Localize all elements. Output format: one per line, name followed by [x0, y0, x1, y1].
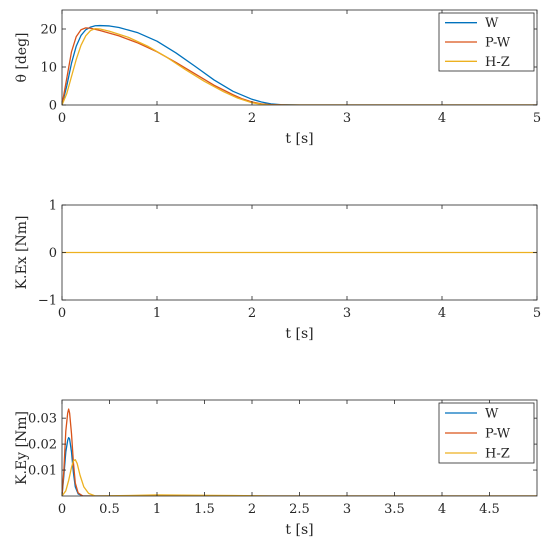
x-tick-label: 4	[438, 111, 446, 126]
series-group	[62, 408, 537, 496]
panel-3: 0 0.5 1 1.5 2 2.5 3 3.5 4 4.5 0.01 0.02 0.03 t [s] K.E…	[14, 399, 538, 538]
series-line-w	[62, 24, 537, 105]
x-tick-label: 0.5	[99, 502, 120, 517]
series-line-h-z	[62, 459, 537, 496]
x-tick-label: 3	[343, 111, 351, 126]
y-axis-label: K.Ex [Nm]	[14, 216, 30, 290]
x-tick-label: 4	[438, 502, 446, 517]
x-tick-label: 3	[343, 306, 351, 321]
x-tick-label: 2	[248, 502, 256, 517]
x-axis-label: t [s]	[285, 326, 313, 342]
x-tick-label: 2.5	[289, 502, 310, 517]
y-tick-label: 10	[40, 61, 57, 76]
x-tick-label: 3	[343, 502, 351, 517]
y-axis-label: K.Ey [Nm]	[14, 411, 30, 485]
series-line-p-w	[62, 408, 537, 496]
x-tick-label: 4	[438, 306, 446, 321]
y-tick-label: 0.01	[28, 464, 57, 479]
legend-label-p-w: P-W	[485, 427, 511, 442]
y-tick-label: 0.03	[28, 412, 57, 427]
x-tick-label: 1.5	[194, 502, 215, 517]
y-tick-label: 1	[49, 199, 57, 214]
x-tick-label: 2	[248, 111, 256, 126]
x-tick-label: 3.5	[384, 502, 405, 517]
legend-label-w: W	[485, 16, 499, 31]
y-tick-label: 0.02	[28, 438, 57, 453]
x-tick-label: 1	[153, 306, 161, 321]
y-tick-label: 0	[49, 99, 57, 114]
y-tick-label: 0	[49, 246, 57, 261]
x-axis-label: t [s]	[285, 131, 313, 147]
x-tick-label: 5	[533, 111, 541, 126]
x-tick-label: 5	[533, 306, 541, 321]
y-axis-label: θ [deg]	[14, 32, 30, 82]
x-tick-label: 0	[58, 111, 66, 126]
series-line-w	[62, 436, 537, 496]
legend: W P-W H-Z	[438, 12, 535, 72]
x-tick-label: 2	[248, 306, 256, 321]
x-axis-label: t [s]	[285, 522, 313, 538]
legend-label-w: W	[485, 407, 499, 422]
legend-label-p-w: P-W	[485, 36, 511, 51]
x-tick-label: 0	[58, 306, 66, 321]
x-tick-label: 0	[58, 502, 66, 517]
legend-label-h-z: H-Z	[485, 447, 510, 462]
legend-label-h-z: H-Z	[485, 55, 510, 70]
series-line-h-z	[62, 27, 537, 105]
x-tick-label: 1	[153, 111, 161, 126]
axes-box	[61, 9, 538, 106]
y-tick-label: 20	[40, 23, 57, 38]
panel-1: 0 1 2 3 4 5 0 10 20 t [s] θ [deg] W P-W H-Z	[14, 9, 541, 147]
x-tick-label: 1	[153, 502, 161, 517]
y-tick-label: −1	[38, 294, 57, 309]
series-group	[62, 24, 537, 105]
legend: W P-W H-Z	[438, 402, 535, 464]
x-tick-label: 4.5	[479, 502, 500, 517]
